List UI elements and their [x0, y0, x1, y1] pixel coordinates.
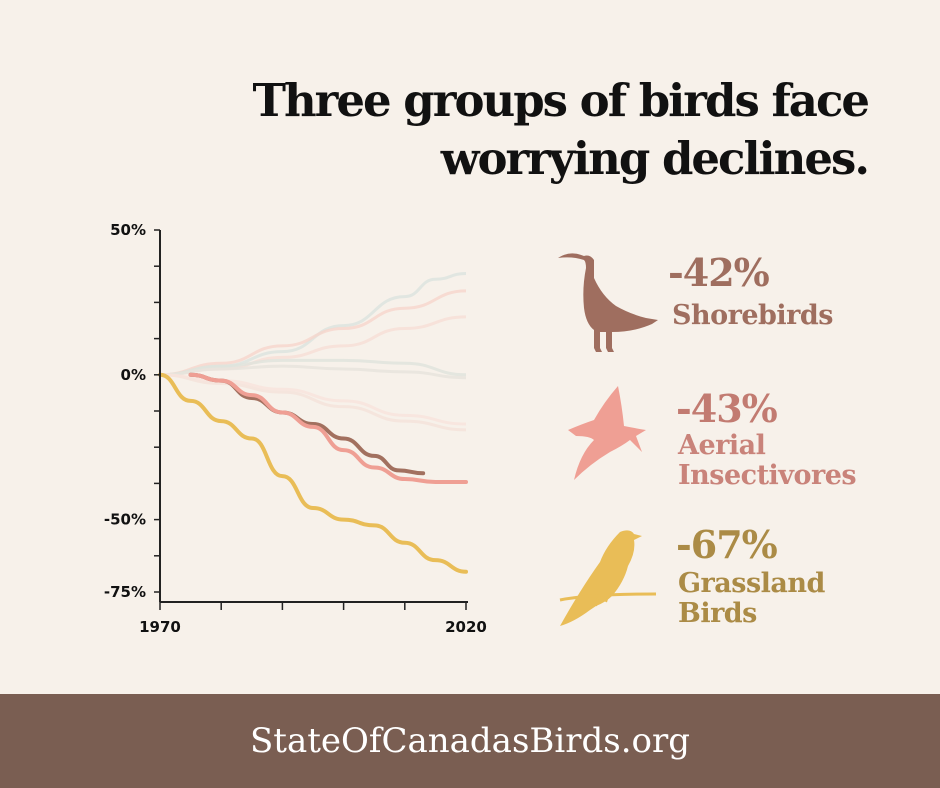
curlew-icon: [558, 253, 658, 352]
series-line-grassland-birds: [158, 372, 468, 574]
x-tick-label: 1970: [139, 618, 181, 636]
legend-item-aerial-insectivores: -43% Aerial Insectivores: [550, 380, 910, 500]
legend-pct-aerial-insectivores: -43%: [676, 386, 778, 431]
swallow-icon: [568, 386, 646, 480]
y-tick-label: -50%: [104, 511, 146, 529]
background-series-line-6: [159, 373, 467, 432]
axes-group: 50% 0% -50% -75% 1970 2020: [104, 221, 487, 636]
series-line-aerial-insectivores: [188, 372, 468, 484]
background-series-line-5: [159, 364, 467, 380]
background-series-line-4: [159, 358, 467, 377]
footer-bar: StateOfCanadasBirds.org: [0, 694, 940, 788]
legend-name-aerial-2: Insectivores: [678, 460, 857, 491]
y-tick-label: -75%: [104, 583, 146, 601]
main-series-group: [158, 372, 468, 574]
y-tick-label: 0%: [121, 366, 146, 384]
page-title: Three groups of birds face worrying decl…: [252, 74, 870, 185]
background-series-group: [159, 271, 467, 432]
legend-pct-shorebirds: -42%: [668, 250, 770, 295]
legend-pct-grassland-birds: -67%: [676, 522, 778, 567]
legend-item-shorebirds: -42% Shorebirds: [550, 240, 910, 360]
legend-name-grassland-2: Birds: [678, 598, 757, 629]
legend-item-grassland-birds: -67% Grassland Birds: [550, 522, 910, 642]
legend-name-grassland-1: Grassland: [678, 568, 825, 599]
legend-name-shorebirds: Shorebirds: [672, 300, 833, 331]
y-tick-label: 50%: [110, 221, 146, 239]
x-tick-label: 2020: [445, 618, 487, 636]
legend-name-aerial-1: Aerial: [678, 430, 766, 461]
meadowlark-icon: [559, 530, 657, 626]
background-series-line-2: [159, 289, 467, 377]
website-link[interactable]: StateOfCanadasBirds.org: [249, 721, 691, 761]
chart-svg: 50% 0% -50% -75% 1970 2020: [104, 221, 487, 636]
